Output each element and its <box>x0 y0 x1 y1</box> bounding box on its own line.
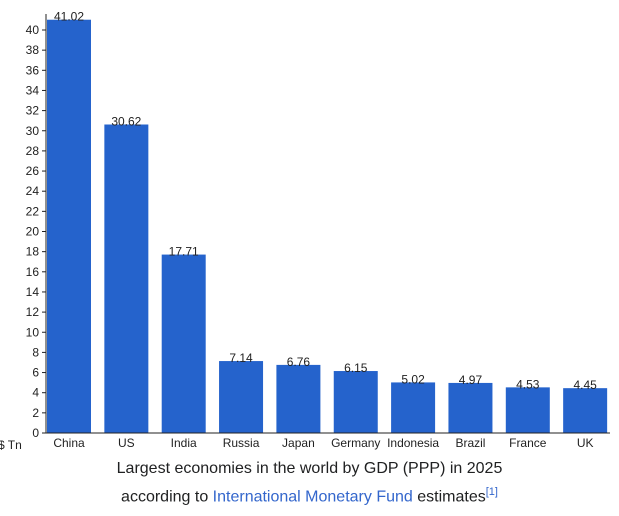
y-tick-label: 40 <box>26 23 40 37</box>
y-tick-label: 28 <box>26 144 40 158</box>
x-tick-label: UK <box>577 436 594 450</box>
y-tick-label: 24 <box>26 184 40 198</box>
data-label: 7.14 <box>229 351 253 365</box>
x-tick-label: Brazil <box>455 436 485 450</box>
x-tick-label: Japan <box>282 436 315 450</box>
bar-france <box>505 387 550 433</box>
y-tick-label: 36 <box>26 63 40 77</box>
imf-link[interactable]: International Monetary Fund <box>212 488 413 506</box>
y-tick-label: 22 <box>26 204 40 218</box>
y-tick-label: 32 <box>26 104 40 118</box>
x-tick-label: Indonesia <box>387 436 439 450</box>
x-tick-label: China <box>53 436 85 450</box>
bar-russia <box>219 361 264 433</box>
caption-line-2: according to International Monetary Fund… <box>0 486 619 506</box>
bar-india <box>161 254 206 433</box>
data-label: 41.02 <box>54 10 84 24</box>
bar-brazil <box>448 382 493 433</box>
bar-uk <box>563 388 608 433</box>
data-label: 4.97 <box>459 373 483 387</box>
bar-japan <box>276 364 321 433</box>
data-label: 4.45 <box>573 378 597 392</box>
y-tick-label: 16 <box>26 265 40 279</box>
x-axis: China US India Russia Japan Germany Indonesia B… <box>46 432 610 450</box>
data-label: 6.76 <box>287 355 311 369</box>
y-tick-label: 2 <box>32 406 39 420</box>
data-label: 17.71 <box>169 245 199 259</box>
caption-line-1: Largest economies in the world by GDP (P… <box>116 460 503 477</box>
y-tick-label: 8 <box>32 345 39 359</box>
x-tick-label: Germany <box>331 436 380 450</box>
bar-indonesia <box>391 382 436 433</box>
data-label: 4.53 <box>516 377 540 391</box>
bar-us <box>104 124 149 433</box>
caption-suffix: estimates <box>417 488 486 506</box>
y-tick-label: 26 <box>26 164 40 178</box>
y-tick-label: 34 <box>26 83 40 97</box>
data-label: 5.02 <box>401 372 425 386</box>
y-tick-label: 30 <box>26 124 40 138</box>
footnote-link[interactable]: [1] <box>485 486 498 498</box>
y-tick-label: 20 <box>26 225 40 239</box>
y-tick-label: 38 <box>26 43 40 57</box>
data-label: 30.62 <box>111 115 141 129</box>
y-tick-label: 18 <box>26 245 40 259</box>
caption-prefix: according to <box>121 488 209 506</box>
y-tick-label: 12 <box>26 305 40 319</box>
y-axis-label: $ Tn <box>0 438 22 452</box>
x-tick-label: US <box>118 436 135 450</box>
data-label: 6.15 <box>344 361 368 375</box>
x-tick-label: India <box>171 436 197 450</box>
y-tick-label: 6 <box>32 366 39 380</box>
x-tick-label: Russia <box>223 436 260 450</box>
y-tick-label: 4 <box>32 386 39 400</box>
bar-germany <box>333 371 378 433</box>
y-tick-label: 10 <box>26 325 40 339</box>
x-tick-label: France <box>509 436 547 450</box>
y-tick-label: 0 <box>32 426 39 440</box>
y-tick-label: 14 <box>26 285 40 299</box>
bars: 41.02 30.62 17.71 7.14 6.76 6.15 5.02 4.97 4.53 4… <box>47 10 608 433</box>
bar-china <box>47 19 91 433</box>
